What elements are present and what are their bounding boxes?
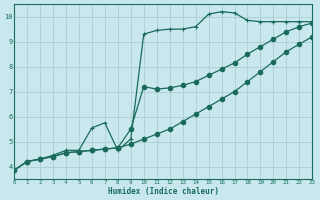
X-axis label: Humidex (Indice chaleur): Humidex (Indice chaleur) [108,187,219,196]
